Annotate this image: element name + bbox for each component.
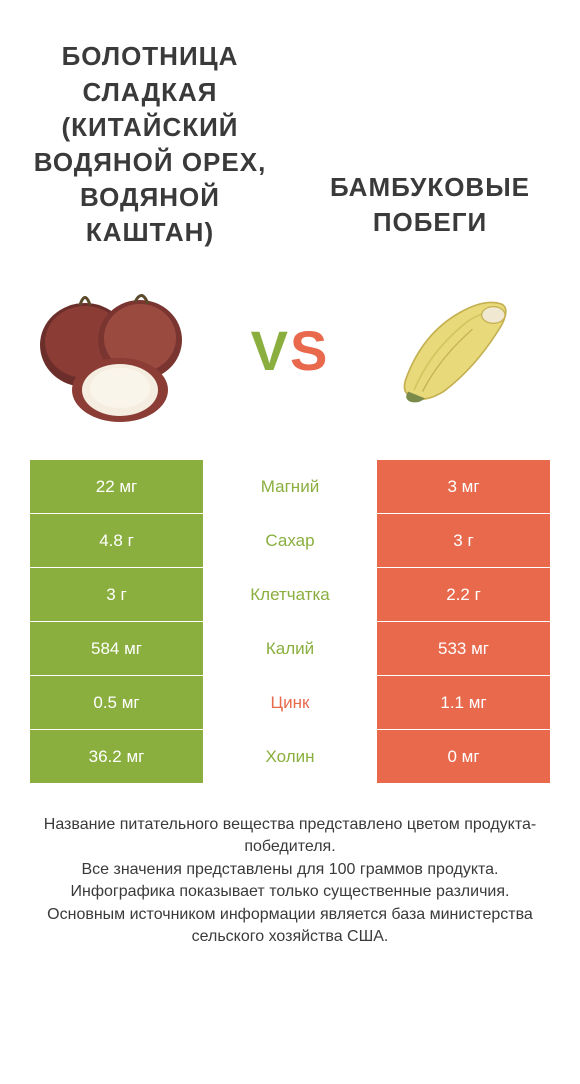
footer-line: Инфографика показывает только существенн… [20, 881, 560, 903]
product-title-left: БОЛОТНИЦА СЛАДКАЯ (КИТАЙСКИЙ ВОДЯНОЙ ОРЕ… [30, 39, 270, 250]
product-title-right: БАМБУКОВЫЕ ПОБЕГИ [310, 170, 550, 250]
value-left: 3 г [30, 568, 203, 621]
value-left: 22 мг [30, 460, 203, 513]
nutrient-label: Сахар [203, 514, 377, 567]
value-right: 3 г [377, 514, 550, 567]
comparison-table: 22 мгМагний3 мг4.8 гСахар3 г3 гКлетчатка… [30, 460, 550, 784]
value-left: 4.8 г [30, 514, 203, 567]
table-row: 22 мгМагний3 мг [30, 460, 550, 514]
nutrient-label: Холин [203, 730, 377, 783]
footer-line: Основным источником информации является … [20, 904, 560, 949]
nutrient-label: Клетчатка [203, 568, 377, 621]
vs-letter-s: S [290, 319, 329, 382]
table-row: 4.8 гСахар3 г [30, 514, 550, 568]
nutrient-label: Магний [203, 460, 377, 513]
vs-letter-v: V [251, 319, 290, 382]
value-right: 533 мг [377, 622, 550, 675]
footer-text: Название питательного вещества представл… [20, 814, 560, 948]
table-row: 0.5 мгЦинк1.1 мг [30, 676, 550, 730]
images-row: VS [0, 260, 580, 460]
value-right: 3 мг [377, 460, 550, 513]
value-left: 36.2 мг [30, 730, 203, 783]
nutrient-label: Калий [203, 622, 377, 675]
value-right: 2.2 г [377, 568, 550, 621]
table-row: 584 мгКалий533 мг [30, 622, 550, 676]
table-row: 3 гКлетчатка2.2 г [30, 568, 550, 622]
value-right: 0 мг [377, 730, 550, 783]
product-image-right [370, 270, 550, 430]
value-left: 0.5 мг [30, 676, 203, 729]
footer-line: Все значения представлены для 100 граммо… [20, 859, 560, 881]
table-row: 36.2 мгХолин0 мг [30, 730, 550, 784]
vs-label: VS [251, 318, 330, 383]
nutrient-label: Цинк [203, 676, 377, 729]
value-right: 1.1 мг [377, 676, 550, 729]
footer-line: Название питательного вещества представл… [20, 814, 560, 859]
value-left: 584 мг [30, 622, 203, 675]
titles-row: БОЛОТНИЦА СЛАДКАЯ (КИТАЙСКИЙ ВОДЯНОЙ ОРЕ… [0, 0, 580, 260]
product-image-left [30, 270, 210, 430]
